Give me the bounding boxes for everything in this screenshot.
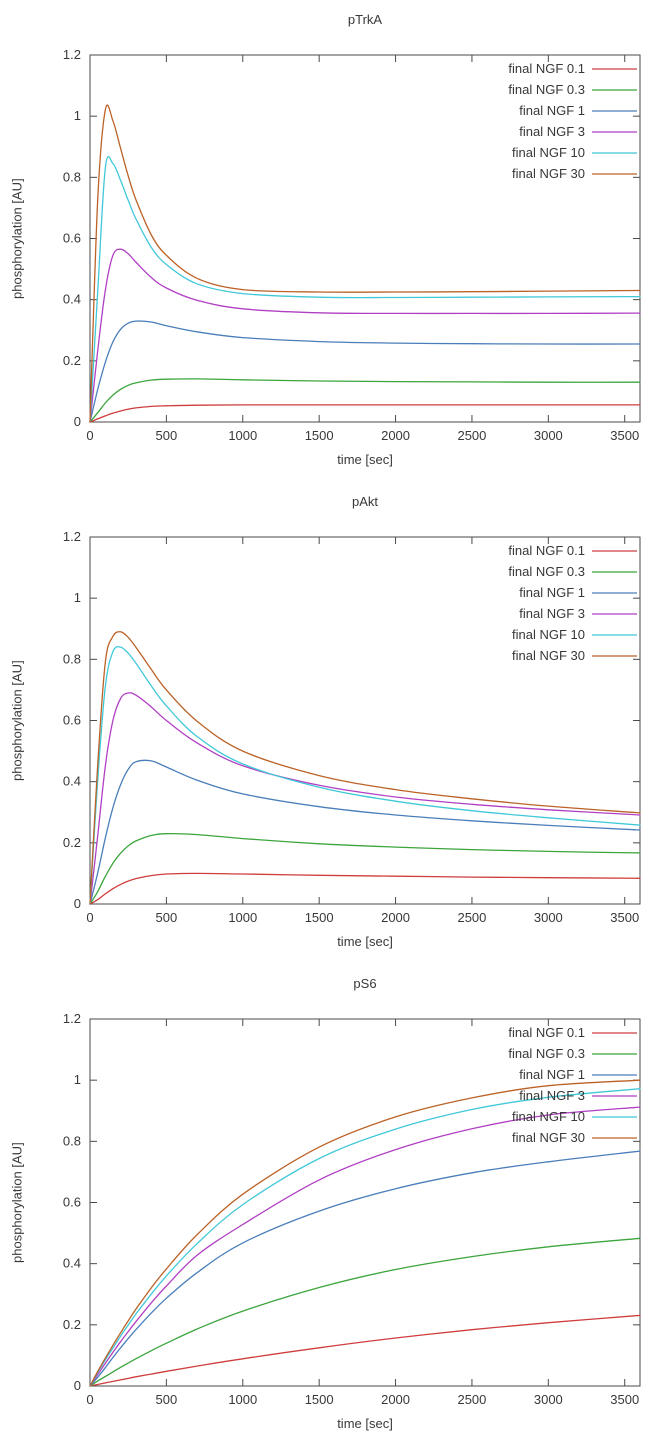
series-line — [89, 646, 641, 905]
chart-pakt: pAkt phosphorylation [AU] 0 500 1000 1500 20… — [0, 482, 658, 964]
legend-label: final NGF 3 — [519, 606, 585, 621]
y-tick-label: 0.8 — [63, 1133, 81, 1148]
legend-label: final NGF 30 — [512, 648, 585, 663]
x-tick-label: 1000 — [228, 1392, 257, 1407]
x-tick-label: 3500 — [610, 1392, 639, 1407]
y-tick-label: 0.4 — [63, 292, 81, 307]
y-tick-label: 1.2 — [63, 529, 81, 544]
legend-label: final NGF 30 — [512, 166, 585, 181]
legend-label: final NGF 0.1 — [508, 61, 585, 76]
y-tick-label: 0.2 — [63, 353, 81, 368]
x-axis-label: time [sec] — [337, 934, 393, 949]
x-tick-label: 2000 — [381, 910, 410, 925]
series-line — [89, 378, 641, 423]
legend-label: final NGF 0.3 — [508, 82, 585, 97]
legend-label: final NGF 3 — [519, 1088, 585, 1103]
x-tick-label: 1000 — [228, 428, 257, 443]
y-tick-label: 0.2 — [63, 835, 81, 850]
x-tick-label: 1000 — [228, 910, 257, 925]
y-tick-label: 1.2 — [63, 47, 81, 62]
y-tick-label: 0.8 — [63, 169, 81, 184]
plot-area: 0 500 1000 1500 2000 2500 3000 3500 0 0.2 0.4 0.6 0.… — [63, 1011, 641, 1407]
plot-area: 0 500 1000 1500 2000 2500 3000 3500 0 0.2 0.4 0.6 0.… — [63, 529, 641, 925]
x-tick-label: 2500 — [457, 1392, 486, 1407]
chart-title: pS6 — [353, 976, 377, 991]
legend-label: final NGF 0.1 — [508, 1025, 585, 1040]
y-tick-label: 0 — [74, 414, 81, 429]
series-line — [89, 1237, 641, 1387]
x-tick-label: 3500 — [610, 428, 639, 443]
x-tick-label: 0 — [86, 1392, 93, 1407]
series-line — [89, 1079, 641, 1387]
x-tick-label: 3000 — [534, 428, 563, 443]
chart-ptrka: pTrkA phosphorylation [AU] 0 500 1000 1500 2… — [0, 0, 658, 482]
y-tick-label: 0.2 — [63, 1317, 81, 1332]
x-tick-label: 1500 — [305, 1392, 334, 1407]
series-line — [89, 692, 641, 905]
series-line — [89, 104, 641, 423]
y-tick-label: 0.8 — [63, 651, 81, 666]
x-tick-label: 2500 — [457, 428, 486, 443]
legend-label: final NGF 0.1 — [508, 543, 585, 558]
chart-title: pAkt — [351, 494, 378, 509]
series-line — [89, 832, 641, 905]
plot-area: 0 500 1000 1500 2000 2500 3000 3500 0 0.2 0.4 0.6 0.… — [63, 47, 641, 443]
legend-label: final NGF 0.3 — [508, 1046, 585, 1061]
legend-label: final NGF 10 — [512, 627, 585, 642]
series-line — [89, 1150, 641, 1387]
legend-label: final NGF 10 — [512, 145, 585, 160]
y-tick-label: 1 — [74, 1072, 81, 1087]
x-tick-label: 500 — [156, 1392, 178, 1407]
legend-label: final NGF 0.3 — [508, 564, 585, 579]
x-tick-label: 3000 — [534, 1392, 563, 1407]
legend-label: final NGF 3 — [519, 124, 585, 139]
x-tick-label: 3000 — [534, 910, 563, 925]
x-tick-label: 1500 — [305, 428, 334, 443]
y-tick-label: 0.6 — [63, 713, 81, 728]
series-line — [89, 1314, 641, 1387]
y-tick-label: 1.2 — [63, 1011, 81, 1026]
x-tick-label: 0 — [86, 910, 93, 925]
y-tick-label: 1 — [74, 108, 81, 123]
series-line — [89, 759, 641, 905]
chart-ps6: pS6 phosphorylation [AU] 0 500 1000 1500 200… — [0, 964, 658, 1446]
legend-label: final NGF 1 — [519, 1067, 585, 1082]
series-line — [89, 320, 641, 423]
series-line — [89, 1106, 641, 1387]
series-line — [89, 872, 641, 905]
y-tick-label: 0.6 — [63, 1195, 81, 1210]
x-tick-label: 2000 — [381, 1392, 410, 1407]
legend-label: final NGF 1 — [519, 103, 585, 118]
x-axis-label: time [sec] — [337, 1416, 393, 1431]
y-tick-label: 0 — [74, 896, 81, 911]
y-tick-label: 0.4 — [63, 1256, 81, 1271]
x-axis-label: time [sec] — [337, 452, 393, 467]
x-tick-label: 0 — [86, 428, 93, 443]
series-line — [89, 631, 641, 905]
series-line — [89, 248, 641, 423]
x-tick-label: 1500 — [305, 910, 334, 925]
y-tick-label: 0 — [74, 1378, 81, 1393]
x-tick-label: 500 — [156, 428, 178, 443]
chart-title: pTrkA — [347, 12, 383, 27]
y-tick-label: 0.6 — [63, 231, 81, 246]
series-line — [89, 404, 641, 423]
x-tick-label: 2500 — [457, 910, 486, 925]
y-tick-label: 1 — [74, 590, 81, 605]
x-tick-label: 3500 — [610, 910, 639, 925]
x-tick-label: 2000 — [381, 428, 410, 443]
series-line — [89, 1088, 641, 1387]
x-tick-label: 500 — [156, 910, 178, 925]
legend-label: final NGF 30 — [512, 1130, 585, 1145]
legend-label: final NGF 1 — [519, 585, 585, 600]
legend-label: final NGF 10 — [512, 1109, 585, 1124]
y-tick-label: 0.4 — [63, 774, 81, 789]
series-line — [89, 156, 641, 423]
